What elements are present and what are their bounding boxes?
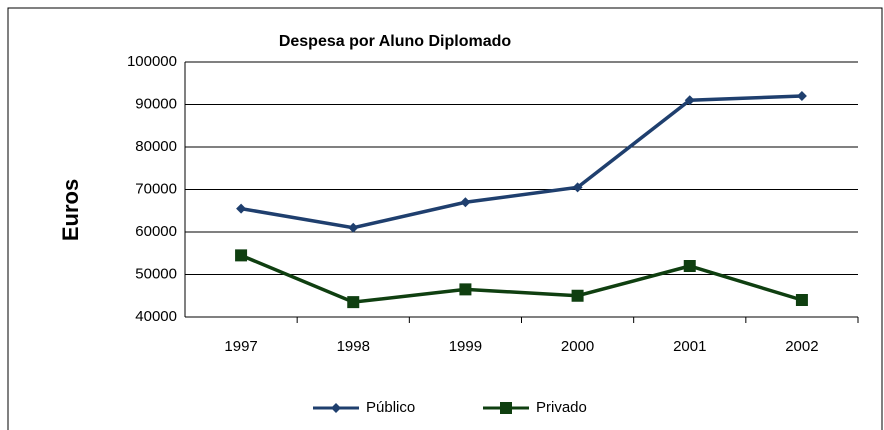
y-tick-label: 80000	[135, 138, 177, 155]
point	[459, 283, 472, 296]
x-tick-label: 2002	[785, 338, 818, 355]
point	[348, 222, 359, 233]
series-line	[240, 253, 803, 304]
point	[500, 402, 512, 414]
y-tick-label: 70000	[135, 180, 177, 197]
point	[796, 91, 807, 101]
x-tick-label: 1997	[224, 338, 257, 355]
y-tick-label: 40000	[135, 308, 177, 325]
y-tick-label: 60000	[135, 223, 177, 240]
x-tick-label: 2000	[561, 338, 594, 355]
point	[571, 289, 584, 302]
point	[347, 296, 360, 309]
chart-title: Despesa por Aluno Diplomado	[279, 33, 512, 50]
x-tick-label: 2001	[673, 338, 706, 355]
chart-frame	[7, 7, 883, 430]
point	[683, 260, 696, 272]
x-tick-label: 1999	[449, 338, 482, 355]
y-axis-label: Euros	[58, 179, 83, 241]
point	[572, 182, 583, 193]
legend-label: Privado	[536, 399, 587, 416]
point	[331, 403, 341, 413]
point	[460, 197, 471, 208]
point	[795, 294, 808, 306]
point	[236, 203, 247, 214]
point	[235, 249, 248, 262]
point	[684, 95, 695, 106]
series-line	[240, 94, 802, 230]
x-tick-label: 1998	[337, 338, 370, 355]
y-tick-label: 50000	[135, 265, 177, 282]
y-tick-label: 100000	[127, 53, 177, 70]
legend-label: Público	[366, 399, 415, 416]
y-tick-label: 90000	[135, 95, 177, 112]
